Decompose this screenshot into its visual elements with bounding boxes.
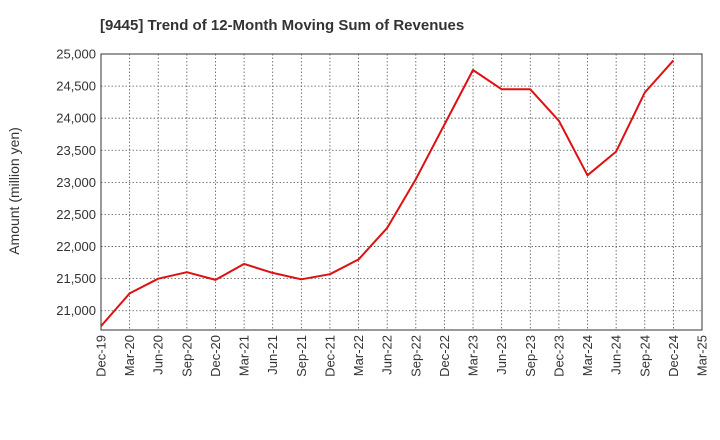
plot-area <box>100 53 703 331</box>
series-line <box>100 59 675 327</box>
y-tick-label: 23,500 <box>56 143 96 158</box>
x-tick-label: Sep-23 <box>523 335 538 377</box>
x-tick-label: Dec-24 <box>666 335 681 377</box>
x-tick-label: Dec-22 <box>437 335 452 377</box>
x-tick-label: Dec-20 <box>208 335 223 377</box>
y-tick-label: 23,000 <box>56 175 96 190</box>
x-tick-label: Sep-20 <box>179 335 194 377</box>
x-tick-label: Dec-21 <box>322 335 337 377</box>
x-tick-label: Jun-20 <box>151 335 166 375</box>
y-tick-label: 21,500 <box>56 271 96 286</box>
x-tick-label: Dec-19 <box>94 335 109 377</box>
y-tick-label: 22,500 <box>56 207 96 222</box>
x-tick-label: Jun-21 <box>265 335 280 375</box>
y-tick-label: 22,000 <box>56 239 96 254</box>
chart-title: [9445] Trend of 12-Month Moving Sum of R… <box>100 17 464 34</box>
x-tick-label: Mar-20 <box>122 335 137 376</box>
x-tick-label: Sep-21 <box>294 335 309 377</box>
x-tick-label: Sep-24 <box>637 335 652 377</box>
x-tick-label: Sep-22 <box>408 335 423 377</box>
x-axis-ticks: Dec-19 Mar-20 Jun-20 Sep-20 Dec-20 Mar-21 Jun-… <box>94 335 710 377</box>
x-tick-label: Jun-24 <box>609 335 624 375</box>
x-tick-label: Mar-23 <box>466 335 481 376</box>
y-tick-label: 25,000 <box>56 47 96 62</box>
x-tick-label: Jun-22 <box>380 335 395 375</box>
x-tick-label: Mar-24 <box>580 335 595 376</box>
y-tick-label: 21,000 <box>56 303 96 318</box>
x-tick-label: Mar-25 <box>695 335 710 376</box>
y-tick-label: 24,500 <box>56 79 96 94</box>
y-tick-label: 24,000 <box>56 111 96 126</box>
x-tick-label: Mar-22 <box>351 335 366 376</box>
x-tick-label: Jun-23 <box>494 335 509 375</box>
x-tick-label: Dec-23 <box>551 335 566 377</box>
x-tick-label: Mar-21 <box>237 335 252 376</box>
grid-lines <box>101 54 702 330</box>
series-group <box>100 59 675 327</box>
y-axis-ticks: 21,000 21,500 22,000 22,500 23,000 23,500 24,0… <box>56 47 96 319</box>
y-axis-label: Amount (million yen) <box>6 127 22 255</box>
